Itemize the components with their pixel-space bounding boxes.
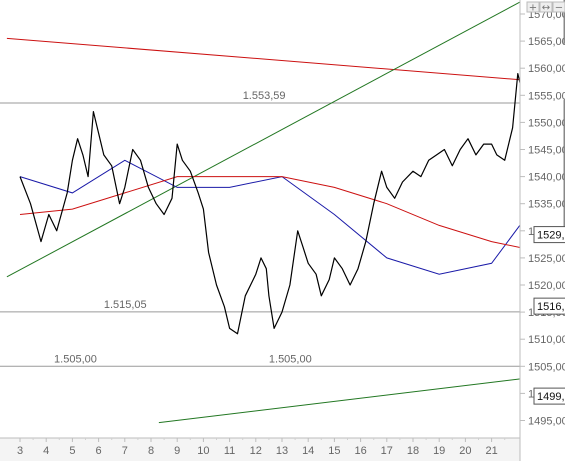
moving-average-long-line <box>19 176 565 254</box>
x-tick-label: 8 <box>148 445 154 457</box>
y-tick-label: 1505,00 <box>528 361 565 373</box>
x-tick-label: 4 <box>43 445 49 457</box>
horizontal-levels: 1.553,59 1.515,05 1.505,00 1.505,00 <box>0 90 520 367</box>
x-tick-label: 7 <box>122 445 128 457</box>
x-tick-label: 13 <box>276 445 288 457</box>
y-tick-label: 1555,00 <box>528 90 565 102</box>
x-tick-label: 11 <box>224 445 235 457</box>
x-tick-label: 6 <box>96 445 102 457</box>
price-badge-text: 1529,3 <box>537 230 565 242</box>
minus-icon[interactable] <box>552 1 565 13</box>
x-axis: 3 4 5 6 7 8 9 10 11 12 13 14 15 16 17 18 19 20 21 <box>0 437 520 461</box>
price-badge-text: 1499,5 <box>537 391 565 403</box>
level-1505-label: 1.505,00 <box>54 353 97 365</box>
x-tick-label: 19 <box>433 445 445 457</box>
x-tick-label: 14 <box>302 445 314 457</box>
trend-green-lower-line <box>158 372 565 424</box>
level-1515-label: 1.515,05 <box>104 299 147 311</box>
y-tick-label: 1510,00 <box>528 334 565 346</box>
price-badge-box <box>533 387 565 405</box>
x-tick-label: 12 <box>250 445 262 457</box>
x-tick-label: 21 <box>485 445 497 457</box>
y-tick-label: 1495,00 <box>528 416 565 428</box>
price-badges: 1529,3 1516,1 1499,5 <box>533 226 565 405</box>
x-tick-label: 15 <box>328 445 340 457</box>
price-badge-box <box>533 226 565 244</box>
plot-background <box>0 0 520 461</box>
y-tick-label: 1545,00 <box>528 145 565 157</box>
price-series <box>19 73 565 335</box>
x-tick-label: 18 <box>407 445 419 457</box>
y-tick-label: 1550,00 <box>528 117 565 129</box>
x-tick-label: 16 <box>354 445 366 457</box>
trend-red-line <box>6 37 565 84</box>
x-tick-label: 10 <box>197 445 209 457</box>
fit-arrows-icon[interactable] <box>539 1 553 13</box>
price-badge-text: 1516,1 <box>537 301 565 313</box>
level-1505-label-2: 1.505,00 <box>269 353 312 365</box>
y-tick-label: 1520,00 <box>528 280 565 292</box>
trend-lines <box>6 0 565 424</box>
moving-average-short-line <box>19 157 565 275</box>
x-axis-band <box>0 438 520 461</box>
price-badge-box <box>533 297 565 315</box>
price-line <box>19 73 565 335</box>
trend-green-upper-line <box>6 0 525 278</box>
chart-toolbar[interactable]: + ↔ − <box>526 1 565 14</box>
x-tick-label: 9 <box>174 445 180 457</box>
y-tick-label: 1565,00 <box>528 36 565 48</box>
x-tick-label: 20 <box>459 445 471 457</box>
x-tick-label: 17 <box>381 445 393 457</box>
y-tick-label: 1535,00 <box>528 199 565 211</box>
x-tick-label: 5 <box>69 445 75 457</box>
fit-arrows-icon-glyph: ↔ <box>542 3 550 14</box>
y-tick-label: 1525,00 <box>528 253 565 265</box>
minus-icon-glyph: − <box>555 3 563 14</box>
y-tick-label: 1560,00 <box>528 63 565 75</box>
moving-averages <box>19 157 565 275</box>
level-1553-label: 1.553,59 <box>243 90 286 102</box>
y-tick-label: 1540,00 <box>528 172 565 184</box>
plus-icon[interactable] <box>526 1 540 13</box>
x-tick-label: 3 <box>17 445 23 457</box>
plus-icon-glyph: + <box>529 3 537 14</box>
